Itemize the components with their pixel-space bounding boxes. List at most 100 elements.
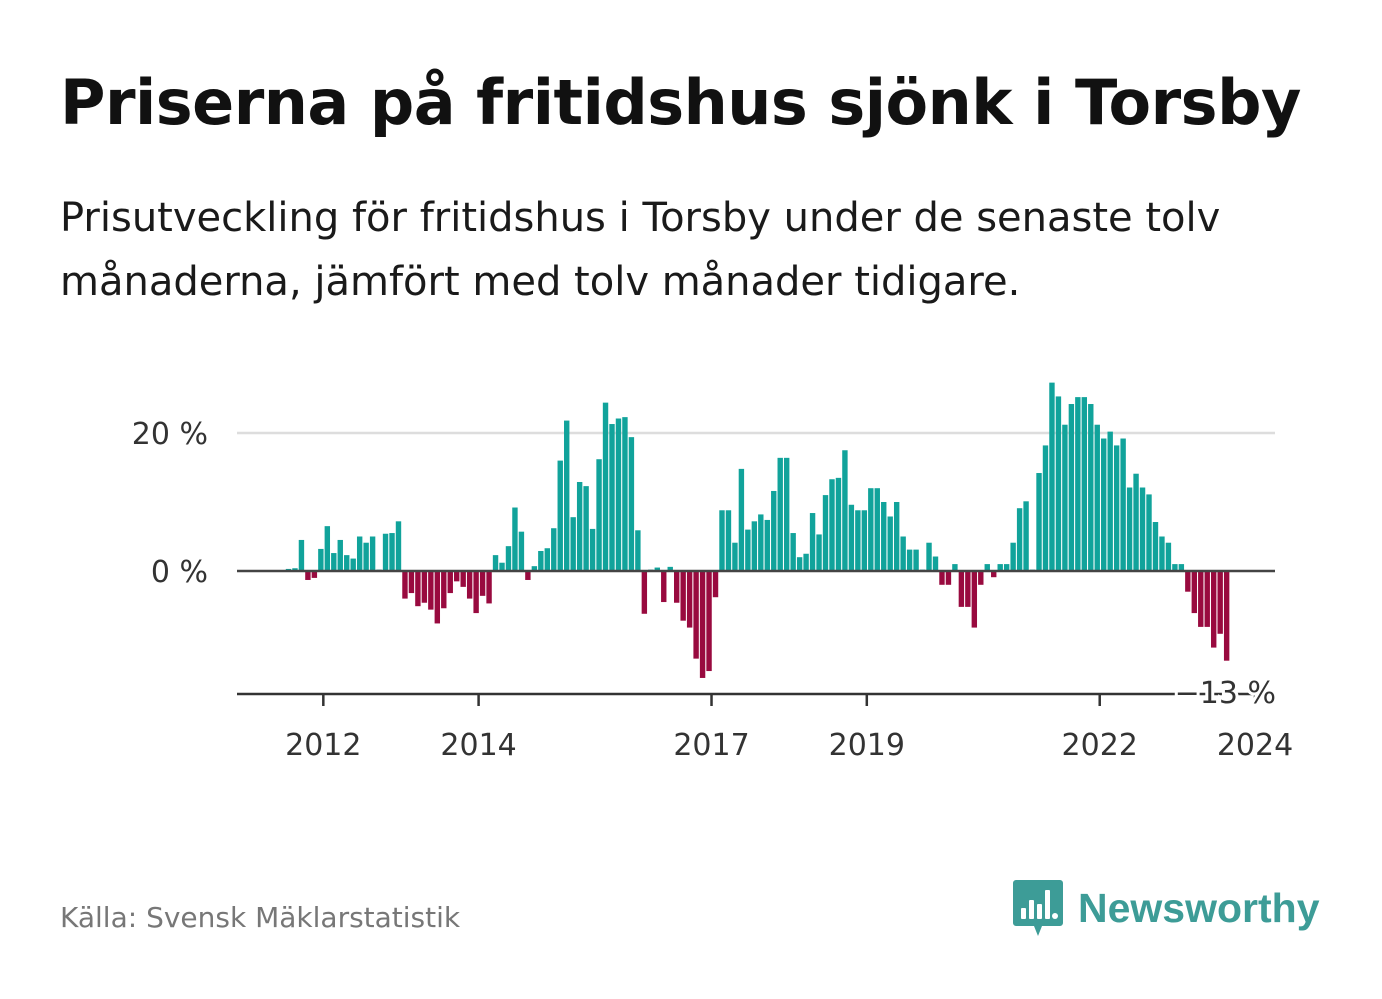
bar <box>848 504 855 571</box>
bar <box>674 571 680 603</box>
chart-subtitle: Prisutveckling för fritidshus i Torsby u… <box>60 195 1221 305</box>
bar <box>1126 487 1133 571</box>
bar <box>900 536 906 571</box>
bar <box>680 571 686 621</box>
bar <box>706 571 712 672</box>
bar <box>758 514 764 571</box>
bar <box>363 542 369 571</box>
bar <box>699 571 706 678</box>
bar <box>790 533 796 571</box>
bar <box>395 521 402 571</box>
bar <box>842 450 848 571</box>
bar <box>861 510 868 571</box>
newsworthy-logo-icon <box>1013 880 1063 936</box>
x-tick-label: 2017 <box>673 728 749 763</box>
bar <box>576 481 583 571</box>
bar <box>505 546 512 571</box>
bar <box>512 507 518 571</box>
bar <box>1204 571 1210 627</box>
bar <box>492 555 499 571</box>
bar <box>1049 382 1055 571</box>
bar <box>1191 571 1197 614</box>
bar <box>518 531 525 571</box>
bar <box>777 457 783 571</box>
bar <box>712 571 719 598</box>
bar <box>725 510 732 571</box>
bar <box>991 571 997 578</box>
bar <box>311 571 318 578</box>
bar <box>978 571 984 585</box>
bar <box>855 510 861 571</box>
tick-labels: 0 % 20 % 2012 2014 2017 2019 2022 2024 −13 % <box>132 417 1293 763</box>
bar <box>1133 473 1139 571</box>
bar <box>402 571 408 599</box>
bar <box>615 418 622 571</box>
bar <box>751 521 758 571</box>
bar <box>997 564 1003 571</box>
bar <box>447 571 453 594</box>
y-tick-label: 20 % <box>132 417 208 452</box>
bar <box>1217 571 1223 634</box>
x-tick-label: 2019 <box>829 728 905 763</box>
bar <box>1159 536 1165 571</box>
bar <box>551 528 557 571</box>
x-tick-label: 2022 <box>1062 728 1138 763</box>
bar <box>667 566 673 571</box>
bar <box>1010 542 1016 571</box>
bar <box>803 553 809 571</box>
bar <box>466 571 473 599</box>
bar <box>745 529 751 571</box>
bar <box>945 571 952 585</box>
bar <box>525 571 531 580</box>
brand-logo[interactable]: Newsworthy <box>1012 878 1320 938</box>
bar <box>454 571 460 582</box>
bar <box>1094 424 1100 571</box>
bar <box>356 536 363 571</box>
bar <box>1211 571 1217 648</box>
bar <box>1172 564 1178 571</box>
bar <box>1036 473 1042 571</box>
bar <box>1101 438 1107 571</box>
bar <box>635 530 641 571</box>
bar <box>913 549 919 571</box>
bar <box>1198 571 1204 627</box>
bar <box>641 571 648 614</box>
bar <box>1016 508 1023 571</box>
bar <box>719 510 725 571</box>
bar <box>369 536 376 571</box>
bar <box>1003 564 1010 571</box>
bar-chart: 0 % 20 % 2012 2014 2017 2019 2022 2024 −13 % <box>132 382 1293 763</box>
bar <box>874 488 880 571</box>
bar <box>602 402 609 571</box>
bar <box>926 542 932 571</box>
bar <box>305 571 311 580</box>
last-value-label: −13 % <box>1175 676 1276 711</box>
bar <box>971 571 978 628</box>
bar <box>564 420 570 571</box>
bar <box>887 516 893 571</box>
bar <box>1165 542 1172 571</box>
x-tick-label: 2024 <box>1217 728 1293 763</box>
bar <box>835 477 842 571</box>
bar <box>382 533 389 571</box>
bar <box>428 571 434 610</box>
bar <box>952 564 958 571</box>
bar <box>318 548 324 571</box>
bar <box>738 468 745 571</box>
bar <box>984 564 990 571</box>
bar <box>292 568 298 571</box>
bar <box>324 526 331 571</box>
bar <box>479 571 486 596</box>
bar <box>1088 404 1094 571</box>
bar <box>460 571 466 587</box>
bar <box>1113 445 1120 571</box>
bar <box>622 417 628 571</box>
bar <box>486 571 492 604</box>
bar <box>732 542 738 571</box>
bar <box>1068 404 1075 571</box>
y-tick-label: 0 % <box>151 555 208 590</box>
brand-name: Newsworthy <box>1078 884 1320 931</box>
bar <box>570 517 576 571</box>
bar <box>1120 438 1126 571</box>
bar <box>1139 487 1146 571</box>
